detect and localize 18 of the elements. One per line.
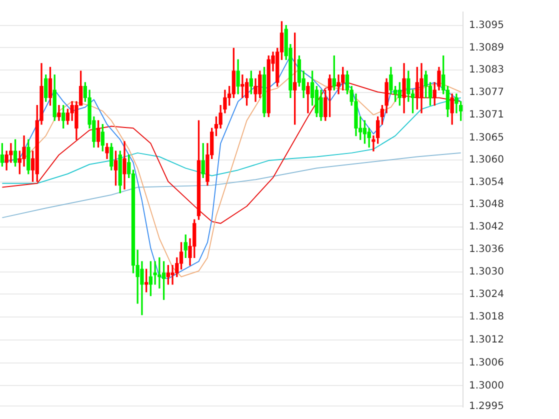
y-tick-label: 1.3012 [469, 334, 504, 346]
y-tick-label: 1.3065 [469, 132, 504, 144]
y-tick-label: 1.3030 [469, 266, 504, 278]
y-tick-label: 1.3042 [469, 222, 504, 233]
y-tick-label: 1.2995 [469, 400, 504, 412]
y-tick-label: 1.3000 [469, 380, 504, 392]
y-tick-label: 1.3077 [469, 87, 504, 98]
y-tick-label: 1.3054 [469, 176, 504, 188]
y-tick-label: 1.3060 [469, 154, 504, 166]
y-tick-label: 1.3024 [469, 288, 504, 300]
y-tick-label: 1.3036 [469, 244, 504, 255]
y-tick-label: 1.3048 [469, 199, 504, 210]
y-tick-label: 1.3018 [469, 312, 504, 323]
y-tick-label: 1.3071 [469, 110, 504, 121]
y-tick-label: 1.3083 [469, 64, 504, 76]
y-tick-label: 1.3095 [469, 20, 504, 31]
y-tick-label: 1.3089 [469, 42, 504, 54]
y-tick-label: 1.3006 [469, 357, 504, 368]
